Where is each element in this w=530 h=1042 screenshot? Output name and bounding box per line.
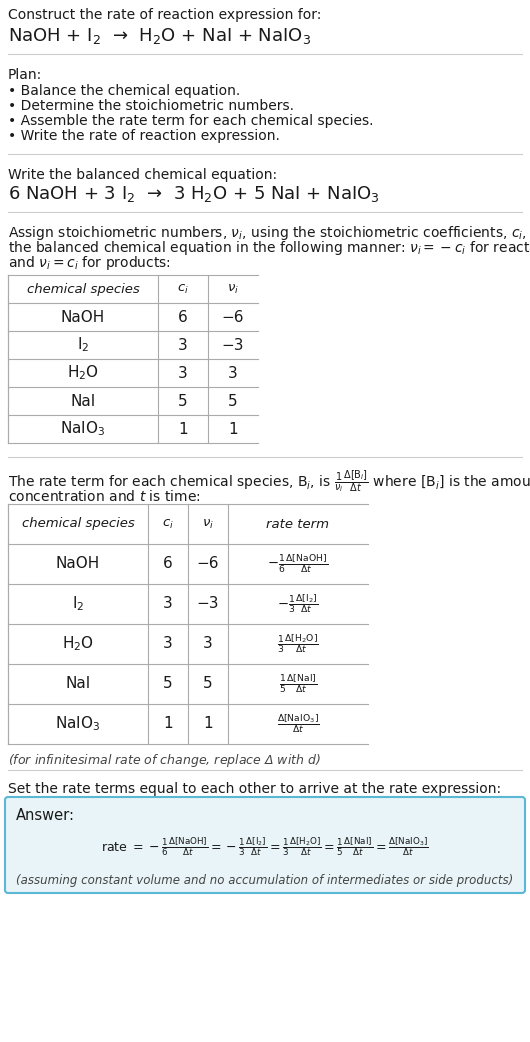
Text: (for infinitesimal rate of change, replace Δ with $d$): (for infinitesimal rate of change, repla… (8, 752, 321, 769)
Text: 6 NaOH + 3 I$_2$  →  3 H$_2$O + 5 NaI + NaIO$_3$: 6 NaOH + 3 I$_2$ → 3 H$_2$O + 5 NaI + Na… (8, 184, 379, 204)
Text: rate term: rate term (267, 518, 330, 530)
Text: chemical species: chemical species (22, 518, 135, 530)
Text: 3: 3 (228, 366, 238, 380)
Text: −3: −3 (197, 596, 219, 612)
Text: $\frac{1}{5}\frac{\Delta[\mathrm{NaI}]}{\Delta t}$: $\frac{1}{5}\frac{\Delta[\mathrm{NaI}]}{… (279, 673, 317, 695)
Text: 6: 6 (163, 556, 173, 571)
Text: 3: 3 (203, 637, 213, 651)
Text: I$_2$: I$_2$ (77, 336, 89, 354)
Text: • Assemble the rate term for each chemical species.: • Assemble the rate term for each chemic… (8, 114, 374, 128)
Text: 6: 6 (178, 309, 188, 324)
Text: $-\frac{1}{3}\frac{\Delta[\mathrm{I_2}]}{\Delta t}$: $-\frac{1}{3}\frac{\Delta[\mathrm{I_2}]}… (277, 593, 319, 616)
Text: Construct the rate of reaction expression for:: Construct the rate of reaction expressio… (8, 8, 321, 22)
Text: $\frac{\Delta[\mathrm{NaIO_3}]}{\Delta t}$: $\frac{\Delta[\mathrm{NaIO_3}]}{\Delta t… (277, 713, 320, 736)
Text: $c_i$: $c_i$ (162, 518, 174, 530)
Text: rate $= -\frac{1}{6}\frac{\Delta[\mathrm{NaOH}]}{\Delta t} = -\frac{1}{3}\frac{\: rate $= -\frac{1}{6}\frac{\Delta[\mathrm… (101, 836, 429, 859)
Text: 1: 1 (163, 717, 173, 731)
Text: $c_i$: $c_i$ (177, 282, 189, 296)
Text: H$_2$O: H$_2$O (67, 364, 99, 382)
Text: • Balance the chemical equation.: • Balance the chemical equation. (8, 84, 240, 98)
Text: 3: 3 (163, 637, 173, 651)
Text: 1: 1 (178, 422, 188, 437)
Text: 3: 3 (163, 596, 173, 612)
Text: concentration and $t$ is time:: concentration and $t$ is time: (8, 489, 201, 504)
Text: $\frac{1}{3}\frac{\Delta[\mathrm{H_2O}]}{\Delta t}$: $\frac{1}{3}\frac{\Delta[\mathrm{H_2O}]}… (277, 632, 319, 655)
Text: The rate term for each chemical species, B$_i$, is $\frac{1}{\nu_i}\frac{\Delta[: The rate term for each chemical species,… (8, 469, 530, 495)
FancyBboxPatch shape (5, 797, 525, 893)
Text: −6: −6 (222, 309, 244, 324)
Text: • Determine the stoichiometric numbers.: • Determine the stoichiometric numbers. (8, 99, 294, 113)
Text: I$_2$: I$_2$ (72, 595, 84, 614)
Text: NaOH: NaOH (61, 309, 105, 324)
Text: 5: 5 (178, 394, 188, 408)
Text: Set the rate terms equal to each other to arrive at the rate expression:: Set the rate terms equal to each other t… (8, 782, 501, 796)
Text: H$_2$O: H$_2$O (62, 635, 94, 653)
Text: 3: 3 (178, 338, 188, 352)
Text: 1: 1 (228, 422, 238, 437)
Text: NaI: NaI (70, 394, 95, 408)
Text: 3: 3 (178, 366, 188, 380)
Text: NaIO$_3$: NaIO$_3$ (60, 420, 105, 439)
Text: Answer:: Answer: (16, 808, 75, 823)
Text: Write the balanced chemical equation:: Write the balanced chemical equation: (8, 168, 277, 182)
Text: 5: 5 (163, 676, 173, 692)
Text: $\nu_i$: $\nu_i$ (202, 518, 214, 530)
Text: and $\nu_i = c_i$ for products:: and $\nu_i = c_i$ for products: (8, 254, 171, 272)
Text: chemical species: chemical species (26, 282, 139, 296)
Text: −3: −3 (222, 338, 244, 352)
Text: the balanced chemical equation in the following manner: $\nu_i = -c_i$ for react: the balanced chemical equation in the fo… (8, 239, 530, 257)
Text: Assign stoichiometric numbers, $\nu_i$, using the stoichiometric coefficients, $: Assign stoichiometric numbers, $\nu_i$, … (8, 224, 530, 242)
Text: $-\frac{1}{6}\frac{\Delta[\mathrm{NaOH}]}{\Delta t}$: $-\frac{1}{6}\frac{\Delta[\mathrm{NaOH}]… (268, 553, 329, 575)
Text: 5: 5 (228, 394, 238, 408)
Text: NaI: NaI (65, 676, 91, 692)
Text: NaOH: NaOH (56, 556, 100, 571)
Text: • Write the rate of reaction expression.: • Write the rate of reaction expression. (8, 129, 280, 143)
Text: −6: −6 (197, 556, 219, 571)
Text: Plan:: Plan: (8, 68, 42, 82)
Text: (assuming constant volume and no accumulation of intermediates or side products): (assuming constant volume and no accumul… (16, 874, 514, 887)
Text: NaIO$_3$: NaIO$_3$ (55, 715, 101, 734)
Text: 1: 1 (203, 717, 213, 731)
Text: $\nu_i$: $\nu_i$ (227, 282, 239, 296)
Text: 5: 5 (203, 676, 213, 692)
Text: NaOH + I$_2$  →  H$_2$O + NaI + NaIO$_3$: NaOH + I$_2$ → H$_2$O + NaI + NaIO$_3$ (8, 26, 311, 46)
